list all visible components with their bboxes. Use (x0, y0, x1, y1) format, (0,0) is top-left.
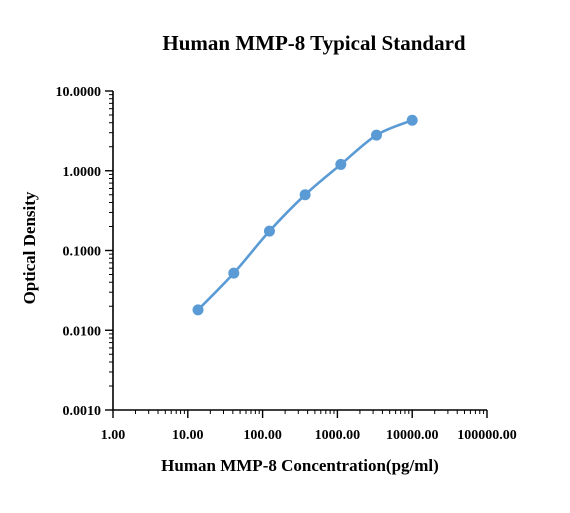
y-tick-label: 0.0010 (63, 404, 102, 419)
x-tick-label: 10.00 (172, 428, 204, 443)
y-axis-label: Optical Density (20, 191, 39, 304)
x-tick-label: 1.00 (101, 428, 126, 443)
data-point (299, 189, 311, 201)
data-point (228, 267, 240, 279)
y-tick-label: 0.1000 (63, 245, 102, 260)
data-point (406, 114, 418, 126)
x-tick-label: 100000.00 (457, 428, 517, 443)
y-tick-label: 10.0000 (56, 85, 102, 100)
data-point (263, 225, 275, 237)
y-tick-label: 0.0100 (63, 324, 102, 339)
plot-area (192, 114, 418, 316)
axes: 1.00 10.00 100.00 1000.00 10000.00 100000.00 0… (56, 85, 517, 443)
x-tick-label: 100.00 (243, 428, 282, 443)
y-tick-label: 1.0000 (63, 165, 102, 180)
x-tick-label: 10000.00 (386, 428, 439, 443)
x-axis-label: Human MMP-8 Concentration(pg/ml) (161, 456, 439, 475)
data-point (335, 158, 347, 170)
chart-title: Human MMP-8 Typical Standard (162, 31, 465, 55)
x-tick-label: 1000.00 (315, 428, 361, 443)
series-line (196, 118, 414, 312)
data-point (371, 129, 383, 141)
data-point (192, 304, 204, 316)
